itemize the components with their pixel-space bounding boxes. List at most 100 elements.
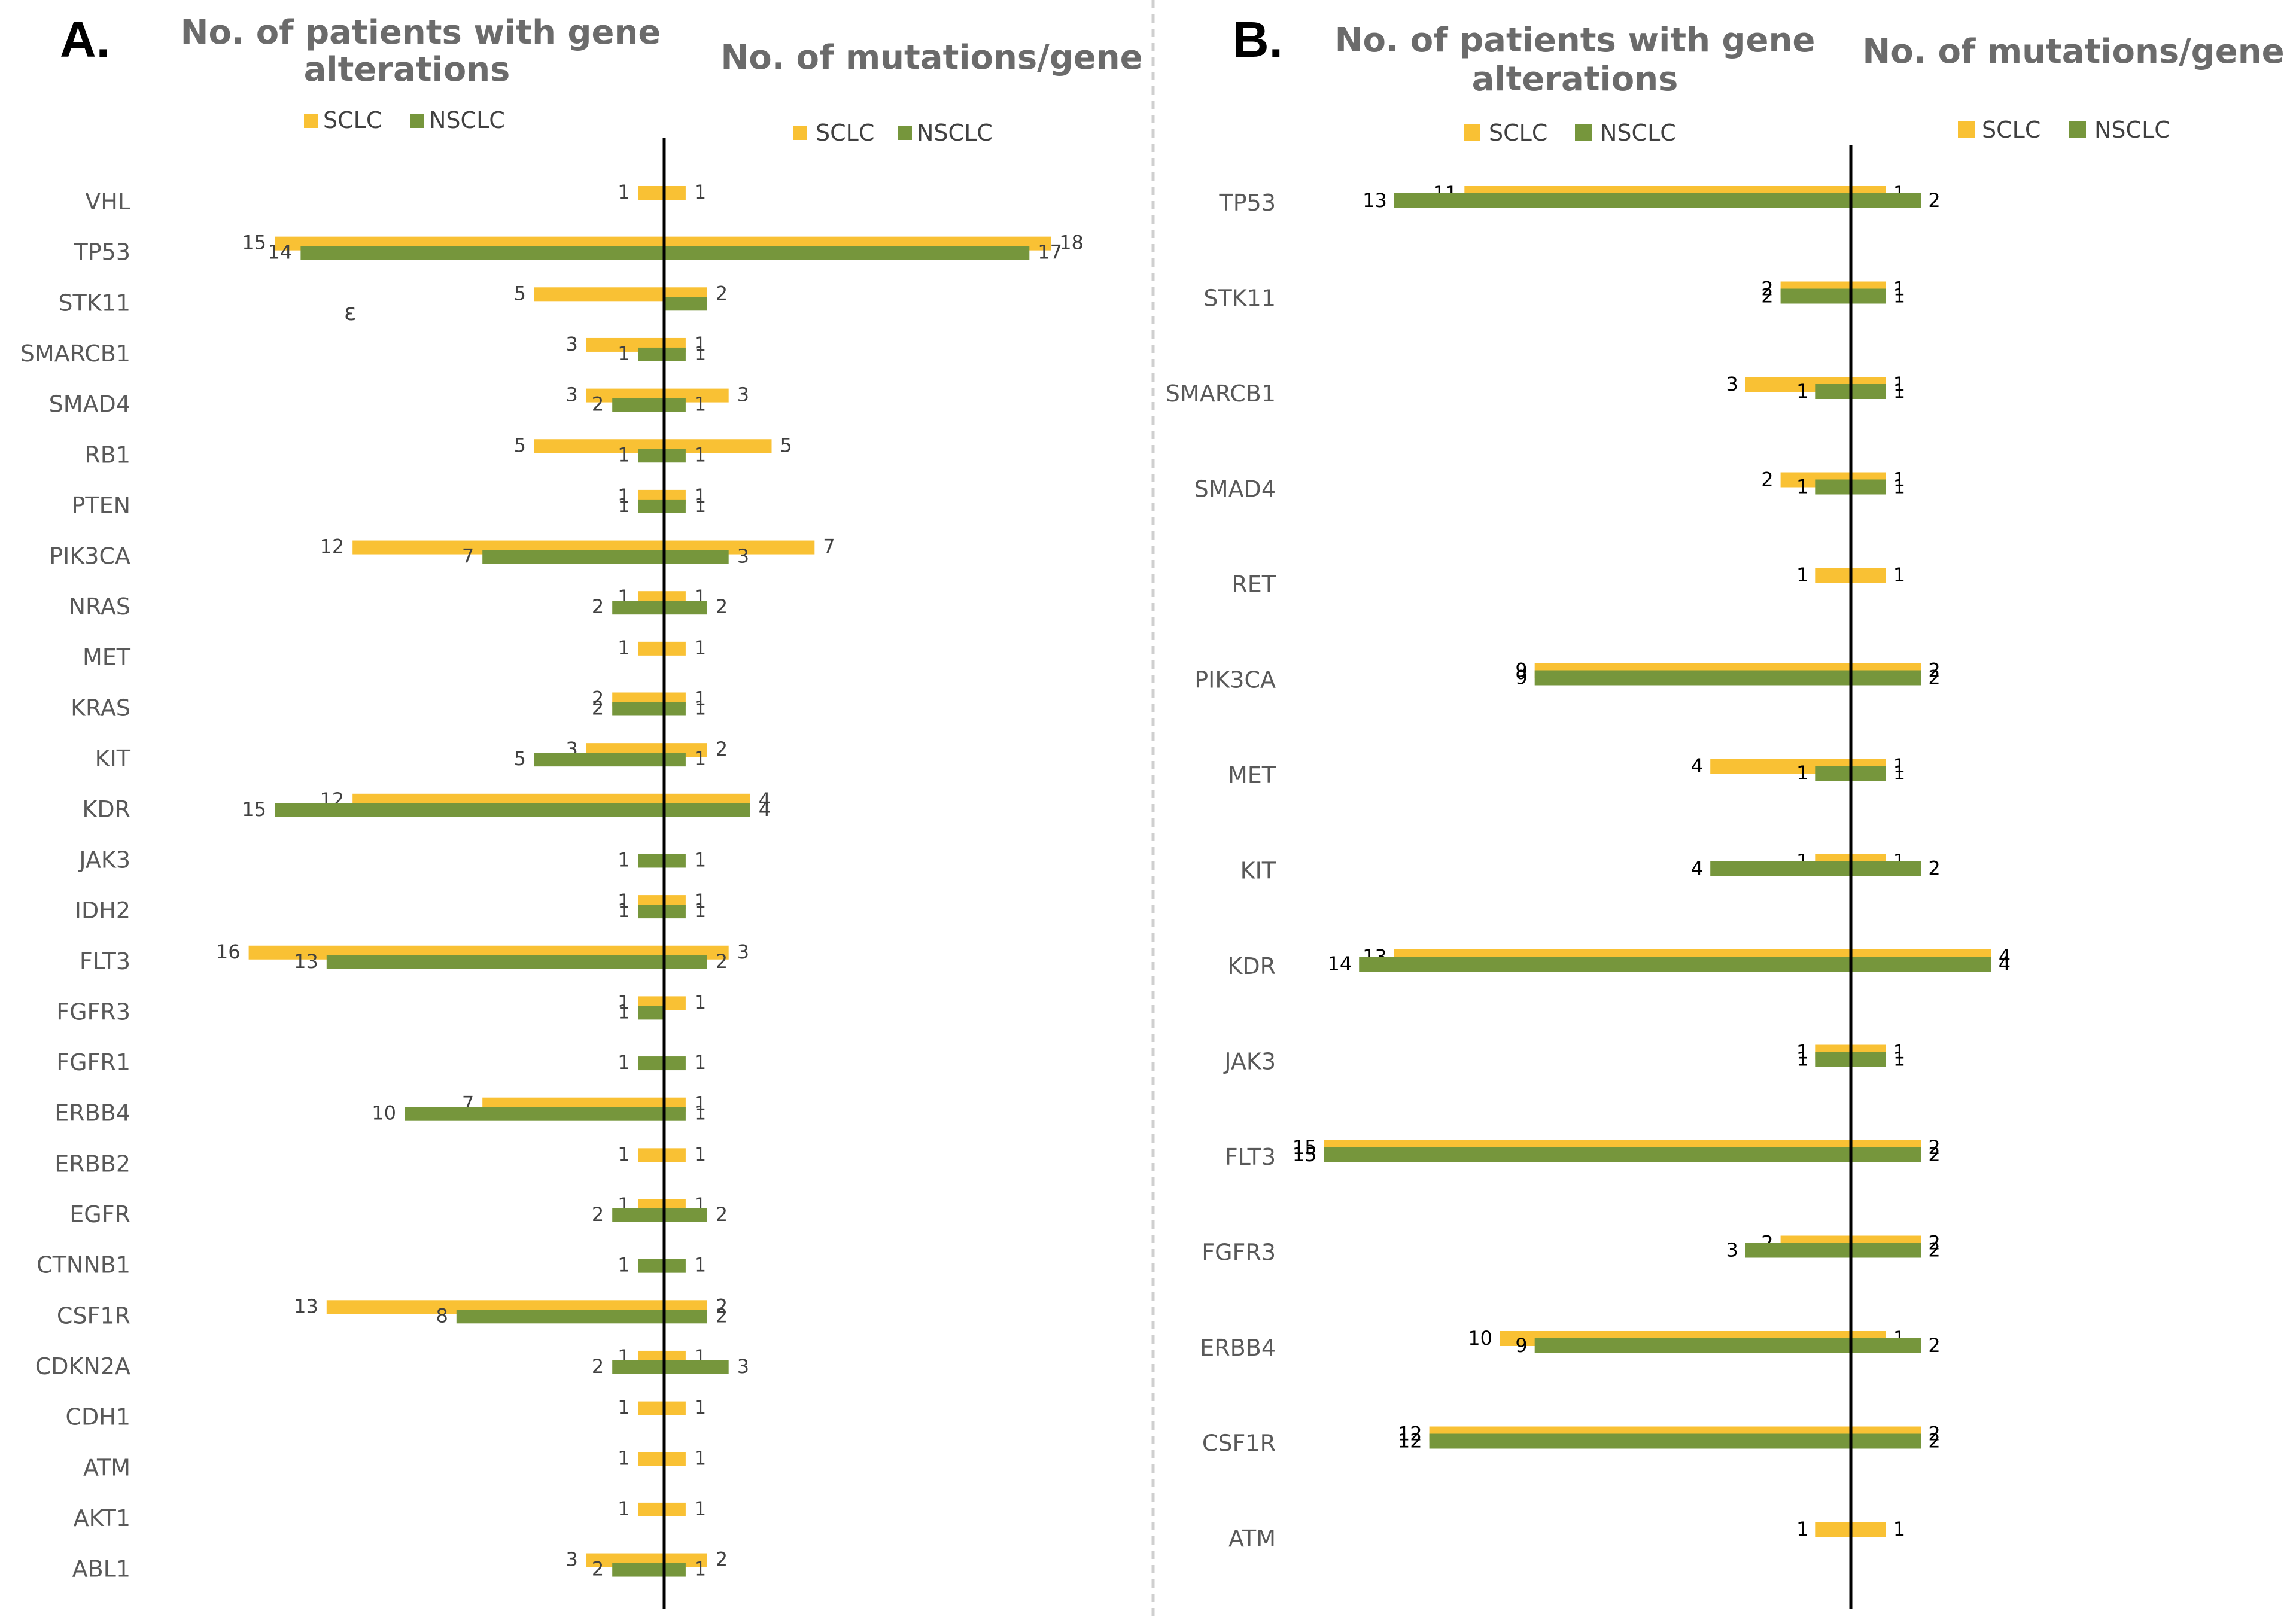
bar-nsclc-patients [638,347,664,361]
value-label: 1 [618,991,630,1013]
bar-nsclc-mutations [664,1056,686,1071]
gene-label: KIT [1240,858,1276,884]
gene-label: ERBB4 [1200,1335,1276,1361]
bar-nsclc-patients [482,550,664,564]
value-label: 4 [759,798,771,821]
value-label: 1 [694,1051,706,1074]
value-label: 1 [1796,1613,1808,1617]
value-label: 15 [1293,1136,1317,1159]
gene-label: MET [83,644,131,671]
panel-a-left-title-line1: No. of patients with gene [181,13,661,52]
value-label: 1 [1796,1041,1808,1064]
panel-a-left-title-line2: alterations [304,50,510,89]
gene-label: SMAD4 [1194,476,1276,503]
value-label: 1 [694,494,706,517]
value-label: 9 [1515,659,1527,682]
legend-swatch-nsclc [410,114,424,128]
bar-sclc-patients [638,1148,664,1162]
value-label: 5 [514,434,526,456]
bar-nsclc-patients [1534,670,1851,686]
gene-label: SMAD4 [49,391,130,418]
bar-sclc-mutations [664,641,686,656]
value-label: 1 [694,1558,706,1581]
value-label: 12 [1398,1430,1422,1452]
value-label: 12 [1398,1423,1422,1445]
bar-nsclc-patients [456,1310,664,1324]
value-label: 1 [1893,1041,1905,1064]
value-label: 1 [1893,1048,1905,1071]
gene-label: EGFR [69,1201,130,1228]
value-label: 1 [694,687,706,710]
bar-nsclc-mutations [1851,1243,1921,1258]
value-label: 1 [694,1092,706,1115]
bar-nsclc-patients [638,905,664,919]
bar-nsclc-patients [1324,1147,1851,1162]
value-label: 1 [694,485,706,507]
legend-label-nsclc: NSCLC [429,107,505,133]
bar-nsclc-mutations [664,753,686,767]
panel-a-left-legend: SCLC NSCLC [304,107,505,133]
value-label: 9 [1515,666,1527,689]
gene-label: STK11 [58,290,130,316]
value-label: 10 [1468,1327,1492,1350]
bar-sclc-patients [1815,1522,1851,1537]
value-label: 2 [592,1203,604,1226]
gene-label: NRAS [69,593,130,620]
gene-label: MET [1228,762,1276,788]
bar-nsclc-mutations [664,297,707,311]
value-label: 5 [780,434,792,456]
bar-nsclc-mutations [1851,479,1886,495]
value-label: 1 [1893,285,1905,307]
gene-label: PIK3CA [49,543,130,570]
value-label: 2 [716,1295,728,1317]
value-label: 1 [694,991,706,1013]
bar-nsclc-patients [1394,193,1851,208]
legend-swatch-nsclc [2069,121,2086,138]
value-label: 3 [565,333,577,355]
value-label: 1 [618,494,630,517]
value-label: 2 [1928,857,1940,880]
bar-sclc-patients [638,1452,664,1466]
value-label: 2 [1928,1430,1940,1452]
value-label: 3 [737,940,749,963]
value-label: 15 [242,232,266,254]
value-label: 16 [216,940,241,963]
value-label: 1 [618,342,630,365]
bar-nsclc-patients [612,1208,664,1222]
value-label: 1 [1796,1518,1808,1540]
value-label: 2 [592,687,604,710]
legend-label-sclc: SCLC [1489,120,1547,146]
value-label: 1 [618,1143,630,1165]
gene-label: ERBB4 [54,1100,130,1126]
value-label: 1 [694,1254,706,1277]
bar-nsclc-patients [1359,957,1851,972]
gene-label: VHL [85,188,130,215]
gene-label: ABL1 [72,1556,130,1582]
bar-nsclc-mutations [664,955,707,969]
gene-label: SMARCB1 [1166,380,1276,407]
gene-label: PTEN [71,492,130,519]
value-label: 1 [618,443,630,466]
gene-label: JAK3 [78,846,130,873]
value-label: 1 [1893,468,1905,491]
value-label: 1 [1796,380,1808,403]
value-label: 1 [618,899,630,922]
bar-sclc-mutations [664,186,686,200]
panel-a-stray-glyph: ε [344,299,357,325]
value-label: 1 [618,1447,630,1469]
gene-label: CDKN2A [35,1353,130,1380]
bar-nsclc-patients [638,1056,664,1071]
legend-label-sclc: SCLC [816,120,874,146]
bar-nsclc-mutations [664,1360,729,1374]
panel-b-letter: B. [1233,11,1283,68]
value-label: 15 [242,798,266,821]
legend-swatch-nsclc [1575,124,1592,141]
bar-nsclc-patients [1815,384,1851,399]
value-label: 1 [618,181,630,203]
value-label: 1 [618,1254,630,1277]
value-label: 1 [618,890,630,912]
value-label: 1 [694,443,706,466]
bar-nsclc-mutations [1851,766,1886,781]
value-label: 1 [618,848,630,871]
bar-nsclc-patients [638,854,664,868]
